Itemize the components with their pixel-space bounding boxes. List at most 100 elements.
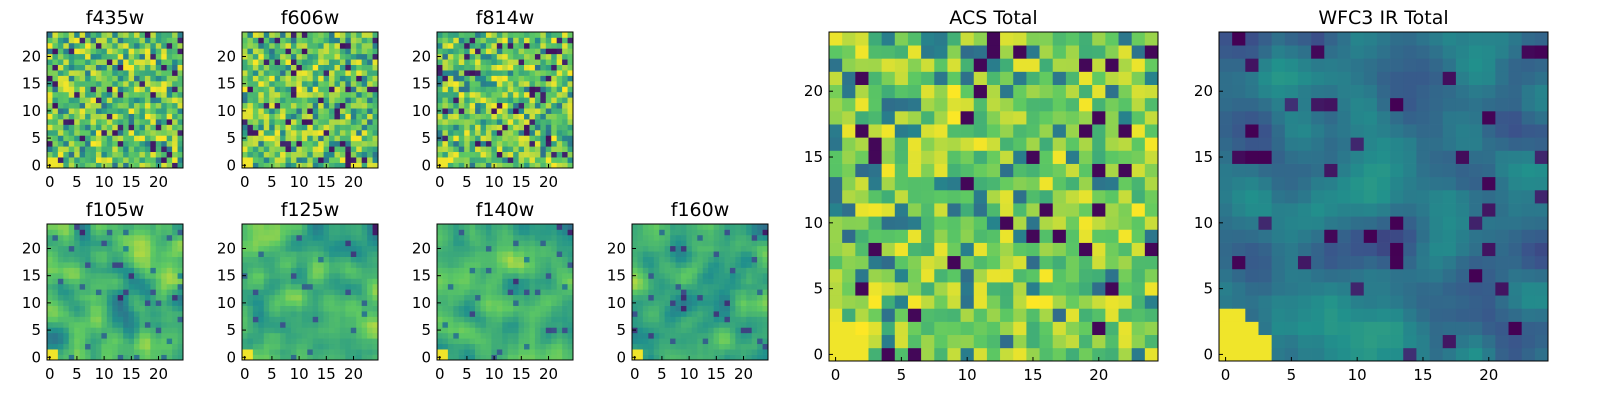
heatmap-cell <box>1105 150 1119 164</box>
heatmap-cell <box>534 343 541 350</box>
heatmap-cell <box>123 48 129 55</box>
heatmap-cell <box>518 224 525 230</box>
heatmap-cell <box>567 272 574 279</box>
heatmap-cell <box>123 108 129 114</box>
heatmap-cell <box>144 321 151 328</box>
heatmap-cell <box>713 327 720 334</box>
heatmap-cell <box>562 102 568 109</box>
heatmap-cell <box>263 289 270 296</box>
heatmap-cell <box>751 251 758 257</box>
heatmap-cell <box>719 343 725 350</box>
heatmap-cell <box>112 278 119 285</box>
heatmap-cell <box>263 343 270 350</box>
heatmap-cell <box>161 124 168 131</box>
heatmap-cell <box>85 267 91 274</box>
heatmap-cell <box>339 146 346 153</box>
heatmap-cell <box>139 59 146 65</box>
heatmap-cell <box>921 255 935 270</box>
heatmap-cell <box>751 338 758 345</box>
heatmap-cell <box>68 354 75 361</box>
heatmap-cell <box>95 343 102 350</box>
heatmap-cell <box>128 349 135 355</box>
heatmap-cell <box>323 311 330 317</box>
heatmap-cell <box>95 311 102 317</box>
heatmap-cell <box>128 135 135 142</box>
heatmap-cell <box>242 278 248 285</box>
heatmap-cell <box>713 278 720 285</box>
heatmap-cell <box>290 124 297 131</box>
heatmap-cell <box>1118 124 1133 138</box>
heatmap-cell <box>762 343 769 350</box>
heatmap-cell <box>735 316 742 323</box>
heatmap-cell <box>529 240 536 247</box>
heatmap-cell <box>106 327 113 334</box>
heatmap-cell <box>855 110 869 125</box>
heatmap-cell <box>263 59 270 65</box>
heatmap-cell <box>52 349 59 355</box>
heatmap-cell <box>350 316 357 323</box>
heatmap-cell <box>485 272 492 279</box>
heatmap-cell <box>567 140 574 147</box>
heatmap-cell <box>139 316 146 323</box>
heatmap-cell <box>868 295 882 309</box>
heatmap-cell <box>123 86 129 93</box>
heatmap-cell <box>735 278 742 285</box>
heatmap-cell <box>973 189 988 204</box>
heatmap-cell <box>545 229 552 236</box>
heatmap-cell <box>632 316 638 323</box>
heatmap-cell <box>252 278 259 285</box>
heatmap-cell <box>934 308 948 322</box>
heatmap-cell <box>702 305 709 312</box>
heatmap-cell <box>855 334 869 349</box>
heatmap-cell <box>112 229 119 236</box>
heatmap-cell <box>868 242 882 257</box>
heatmap-cell <box>323 59 330 65</box>
heatmap-cell <box>713 240 720 247</box>
heatmap-cell <box>475 80 481 87</box>
heatmap-cell <box>301 316 308 323</box>
heatmap-cell <box>280 124 286 131</box>
heatmap-cell <box>79 97 86 104</box>
heatmap-cell <box>513 86 519 93</box>
heatmap-cell <box>708 349 714 355</box>
heatmap-cell <box>475 294 481 301</box>
heatmap-cell <box>155 229 162 236</box>
heatmap-cell <box>719 267 725 274</box>
heatmap-cell <box>258 124 265 131</box>
heatmap-cell <box>172 278 178 285</box>
heatmap-cell <box>144 300 151 306</box>
heatmap-cell <box>285 316 292 323</box>
heatmap-cell <box>545 234 552 241</box>
heatmap-cell <box>356 119 363 125</box>
heatmap-cell <box>252 97 259 104</box>
heatmap-cell <box>123 262 129 268</box>
heatmap-cell <box>642 245 649 252</box>
heatmap-cell <box>507 129 514 136</box>
heatmap-cell <box>90 42 97 49</box>
heatmap-cell <box>334 262 341 268</box>
heatmap-cell <box>642 224 649 230</box>
heatmap-cell <box>296 102 303 109</box>
heatmap-cell <box>664 283 671 290</box>
heatmap-cell <box>507 140 514 147</box>
heatmap-cell <box>719 234 725 241</box>
heatmap-cell <box>447 97 454 104</box>
heatmap-cell <box>242 75 248 82</box>
heatmap-cell <box>318 240 324 247</box>
heatmap-cell <box>855 295 869 309</box>
heatmap-cell <box>1065 203 1080 217</box>
heatmap-cell <box>567 321 574 328</box>
heatmap-cell <box>556 251 563 257</box>
heatmap-cell <box>307 157 314 163</box>
heatmap-cell <box>670 234 676 241</box>
heatmap-cell <box>350 224 357 230</box>
heatmap-cell <box>296 53 303 60</box>
heatmap-cell <box>475 305 481 312</box>
heatmap-cell <box>567 251 574 257</box>
heatmap-cell <box>68 311 75 317</box>
heatmap-cell <box>447 256 454 263</box>
y-tick-label: 15 <box>217 267 236 285</box>
heatmap-cell <box>123 251 129 257</box>
heatmap-cell <box>480 151 487 158</box>
heatmap-cell <box>263 146 270 153</box>
